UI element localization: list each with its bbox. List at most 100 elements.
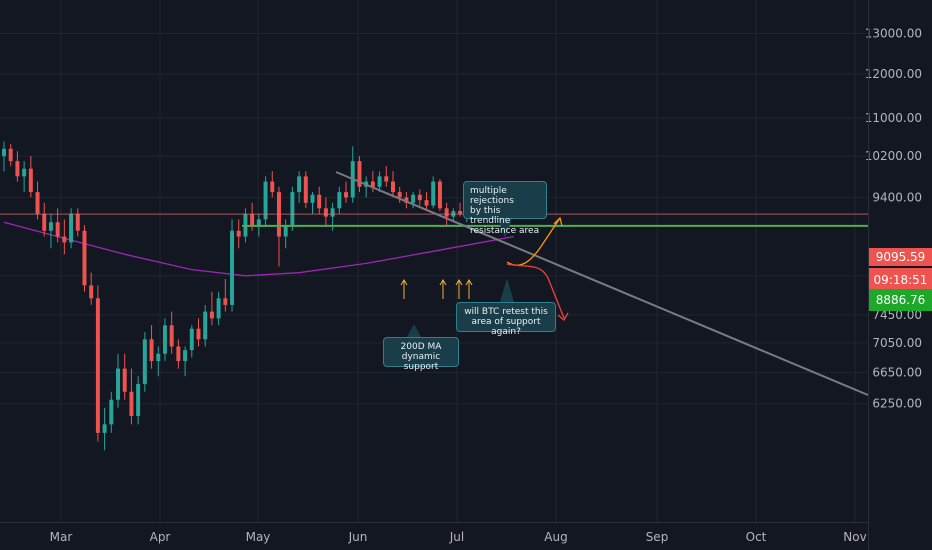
candle-body <box>236 230 241 237</box>
candle <box>357 156 362 193</box>
candle-body <box>384 176 389 182</box>
candle <box>344 181 349 203</box>
candle-body <box>75 213 80 231</box>
candle-body <box>28 168 33 193</box>
callout-line: resistance area <box>470 226 540 236</box>
y-tick-label: 12000.00 <box>865 67 922 81</box>
candle <box>391 171 395 198</box>
candle <box>263 176 268 226</box>
y-tick-label: 13000.00 <box>865 27 922 41</box>
candle-body <box>149 339 154 362</box>
callout-line: multiple rejections <box>470 186 514 206</box>
candle <box>189 325 194 358</box>
candle-body <box>48 222 53 231</box>
candle-body <box>102 424 107 433</box>
candle-body <box>216 298 221 319</box>
candle <box>323 197 328 226</box>
x-tick-label: May <box>246 530 271 544</box>
candle-body <box>89 285 94 299</box>
candle <box>75 208 80 237</box>
candle-body <box>330 208 335 217</box>
candle-body <box>417 194 422 201</box>
x-tick-label: Apr <box>150 530 171 544</box>
candle <box>310 192 315 214</box>
candle-body <box>62 236 67 243</box>
candle-body <box>209 311 214 319</box>
x-tick-label: Oct <box>746 530 767 544</box>
candle <box>48 213 53 249</box>
candle <box>377 171 382 193</box>
candle <box>169 311 174 354</box>
candle-body <box>129 391 134 417</box>
candle <box>162 318 167 362</box>
candle-body <box>303 176 308 203</box>
y-tick-label: 7450.00 <box>872 308 922 322</box>
candle <box>384 166 389 187</box>
candle <box>404 192 409 209</box>
candle-body <box>290 192 295 226</box>
candle <box>283 219 288 249</box>
candle <box>424 192 429 212</box>
candle-body <box>42 213 47 231</box>
candle <box>317 186 322 214</box>
candle-body <box>122 368 127 392</box>
candle-body <box>317 194 322 209</box>
candle <box>337 186 342 214</box>
candle-body <box>109 399 114 425</box>
candle <box>223 278 228 312</box>
retest-callout[interactable]: will BTC retest this area of support aga… <box>456 302 556 337</box>
bullish-arrowhead <box>553 216 563 227</box>
candle-body <box>116 368 120 400</box>
candle-body <box>82 230 87 286</box>
bullish-projection-arrow <box>506 217 561 266</box>
candle <box>209 291 214 326</box>
candle <box>35 181 40 220</box>
candle-body <box>2 148 6 157</box>
candle-body <box>270 181 275 193</box>
candle-body <box>156 353 161 362</box>
candle-body <box>22 168 27 177</box>
candle <box>297 171 302 203</box>
candle <box>62 219 67 255</box>
candle-body <box>8 148 13 162</box>
y-tick-label: 6250.00 <box>872 397 922 411</box>
callout-line: will BTC retest this <box>464 307 548 317</box>
x-tick-label: Jun <box>348 530 368 544</box>
candle <box>236 219 241 249</box>
retest-callout-pointer <box>500 278 514 302</box>
countdown-tag: 09:18:51 <box>869 267 932 291</box>
candle-body <box>142 339 147 384</box>
descending-trendline <box>335 171 869 396</box>
candle-body <box>176 346 181 362</box>
support-touch-arrowhead <box>400 279 408 286</box>
candle <box>116 353 120 408</box>
candle-body <box>310 194 315 203</box>
trendline-callout-pointer <box>498 219 512 238</box>
candle-body <box>397 192 402 198</box>
candle <box>230 219 235 312</box>
candle <box>196 318 201 347</box>
candle <box>15 151 20 182</box>
candle <box>183 346 188 377</box>
candle <box>22 161 27 193</box>
candle-body <box>404 197 409 203</box>
candle-body <box>203 311 208 340</box>
trendline-callout[interactable]: multiple rejections by this trendline re… <box>463 181 547 236</box>
candle-body <box>357 161 362 187</box>
candle <box>370 171 375 193</box>
callout-line: area of support again? <box>471 317 541 337</box>
candle-body <box>337 192 342 209</box>
x-tick-label: Mar <box>50 530 73 544</box>
ma-callout[interactable]: 200D MA dynamic support <box>383 337 459 372</box>
x-tick-label: Nov <box>843 530 866 544</box>
candle-body <box>162 325 167 354</box>
candle-body <box>431 181 436 206</box>
candle-body <box>283 225 288 237</box>
candle <box>176 339 181 369</box>
callout-line: 200D MA <box>400 342 442 352</box>
candle <box>129 368 134 425</box>
candle-body <box>424 200 429 206</box>
grid <box>0 0 868 522</box>
